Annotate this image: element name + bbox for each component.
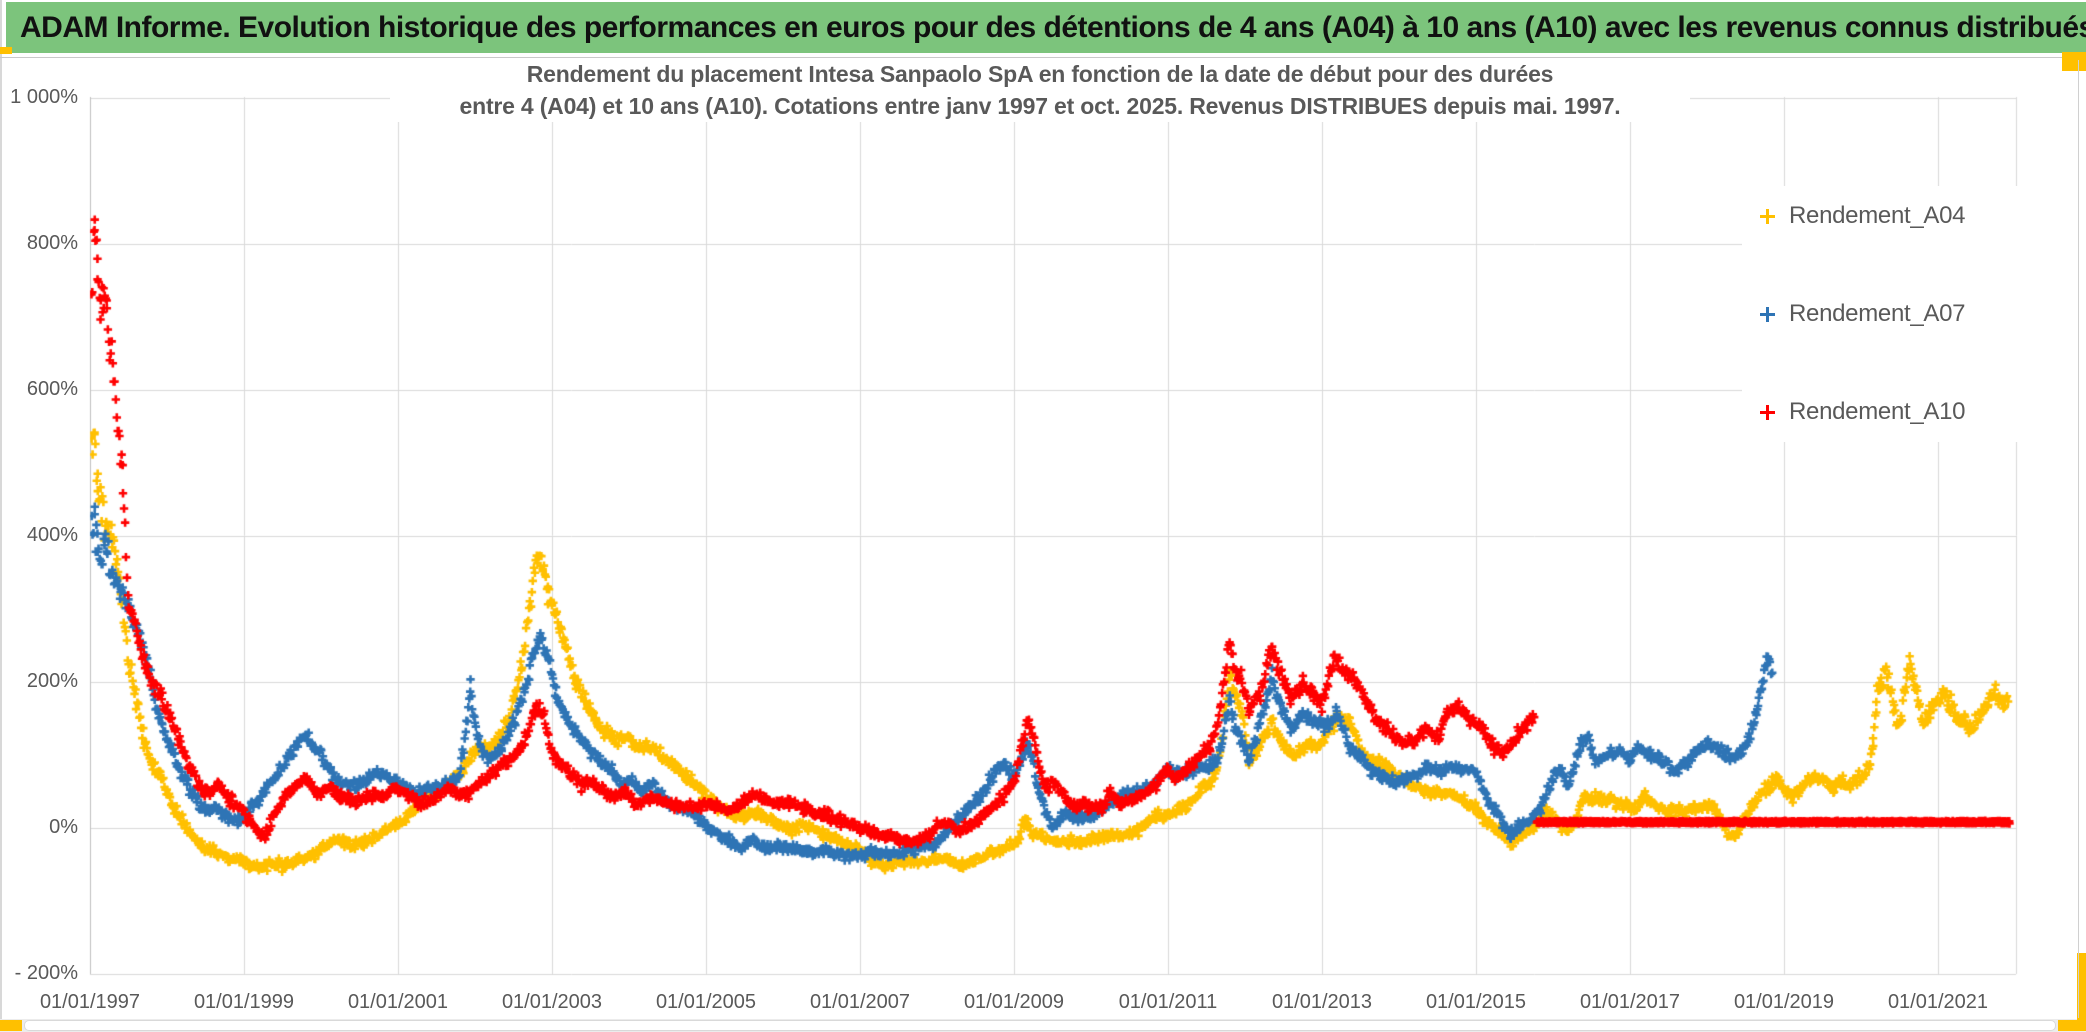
y-axis-tick-label: 200%: [26, 670, 78, 692]
chart-title-line1: Rendement du placement Intesa Sanpaolo S…: [526, 61, 1554, 87]
y-axis-tick-label: 400%: [26, 524, 78, 546]
chart-title: Rendement du placement Intesa Sanpaolo S…: [390, 58, 1690, 122]
chart-title-line2: entre 4 (A04) et 10 ans (A10). Cotations…: [459, 93, 1621, 119]
x-axis-tick-label: 01/01/1997: [39, 991, 141, 1013]
y-axis-tick-label: 800%: [26, 232, 78, 254]
plus-marker-icon: [1760, 306, 1775, 322]
x-axis-tick-label: 01/01/2021: [1887, 991, 1989, 1013]
plus-marker-icon: [1760, 208, 1775, 224]
x-axis-tick-label: 01/01/2011: [1118, 991, 1218, 1013]
legend-item-label: Rendement_A07: [1789, 300, 1966, 327]
horizontal-scrollbar-thumb[interactable]: [24, 1020, 2056, 1031]
x-axis-tick-label: 01/01/2015: [1425, 991, 1527, 1013]
y-axis-tick-label: 1 000%: [10, 86, 78, 108]
legend-item-rendement-a10[interactable]: Rendement_A10: [1742, 390, 2072, 434]
chart-area-border: [2078, 60, 2079, 1018]
x-axis-tick-label: 01/01/2003: [501, 991, 603, 1013]
legend-item-label: Rendement_A04: [1789, 202, 1966, 229]
x-axis-tick-label: 01/01/2007: [809, 991, 911, 1013]
selection-corner-accent: [2058, 1020, 2086, 1031]
legend-item-rendement-a04[interactable]: Rendement_A04: [1742, 194, 2072, 238]
selection-corner-accent: [2062, 52, 2086, 71]
x-axis-tick-label: 01/01/2017: [1579, 991, 1681, 1013]
legend-item-label: Rendement_A10: [1789, 398, 1966, 425]
x-axis-tick-label: 01/01/2005: [655, 991, 757, 1013]
x-axis-tick-label: 01/01/2001: [347, 991, 449, 1013]
x-axis-tick-label: 01/01/2019: [1733, 991, 1835, 1013]
y-axis-tick-label: 600%: [26, 378, 78, 400]
plus-marker-icon: [1760, 404, 1775, 420]
selection-corner-accent: [0, 1020, 22, 1031]
y-axis-tick-label: 0%: [49, 816, 78, 838]
x-axis-tick-label: 01/01/2013: [1271, 991, 1373, 1013]
x-axis-tick-label: 01/01/1999: [193, 991, 295, 1013]
legend-item-rendement-a07[interactable]: Rendement_A07: [1742, 292, 2072, 336]
legend: Rendement_A04 Rendement_A07 Rendement_A10: [1742, 186, 2072, 442]
selection-corner-accent: [0, 47, 12, 54]
x-axis-tick-label: 01/01/2009: [963, 991, 1065, 1013]
y-axis-tick-label: - 200%: [14, 962, 78, 984]
selection-corner-accent: [2077, 953, 2086, 1031]
